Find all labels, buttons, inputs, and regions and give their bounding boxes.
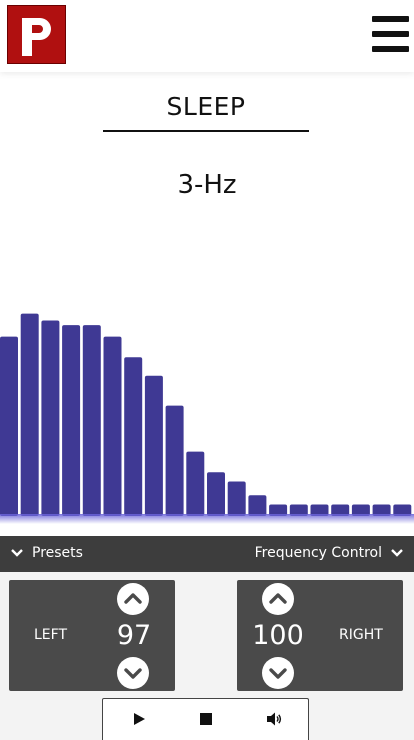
right-decrease-button[interactable] (262, 657, 294, 689)
playback-controls (102, 698, 309, 740)
play-icon[interactable] (130, 711, 148, 727)
right-frequency-value: 100 (252, 620, 304, 651)
left-channel-label: LEFT (34, 627, 68, 643)
visualizer-bar (310, 504, 329, 516)
visualizer-bar (227, 481, 246, 516)
hamburger-menu-icon[interactable] (372, 16, 409, 52)
chevron-up-icon (124, 593, 142, 604)
app-logo[interactable] (7, 5, 66, 64)
chevron-down-icon (11, 549, 23, 557)
chevron-up-icon (269, 593, 287, 604)
frequency-control-toggle[interactable]: Frequency Control (255, 545, 404, 561)
visualizer-bar (207, 472, 225, 516)
presets-toggle[interactable]: Presets (10, 545, 83, 561)
visualizer-bar (186, 451, 205, 516)
right-increase-button[interactable] (262, 583, 294, 615)
presets-label: Presets (32, 545, 83, 561)
visualizer-bar (248, 495, 267, 516)
preset-title: SLEEP (166, 92, 246, 121)
title-underline (103, 130, 309, 132)
visualizer-bar (372, 504, 391, 516)
right-channel-control: 100 RIGHT (237, 580, 403, 691)
visualizer-bar (20, 313, 39, 516)
frequency-control-label: Frequency Control (254, 545, 382, 561)
visualizer-bar (165, 405, 184, 516)
visualizer-bar (393, 504, 412, 516)
visualizer-bar (331, 504, 350, 516)
visualizer-bar (82, 325, 101, 516)
left-increase-button[interactable] (117, 583, 149, 615)
visualizer-bar (289, 504, 308, 516)
audio-visualizer (0, 313, 414, 524)
left-channel-control: LEFT 97 (9, 580, 175, 691)
stop-icon[interactable] (197, 711, 215, 727)
chevron-down-icon (391, 549, 403, 557)
visualizer-baseline (0, 514, 414, 524)
visualizer-bar (0, 336, 18, 516)
visualizer-bar (103, 336, 122, 516)
app-header (0, 0, 414, 72)
visualizer-bar (62, 325, 81, 516)
visualizer-bar (351, 504, 370, 516)
chevron-down-icon (269, 668, 287, 679)
chevron-down-icon (124, 668, 142, 679)
logo-p-icon (22, 18, 51, 56)
panel-toolbar: Presets Frequency Control (0, 536, 414, 572)
visualizer-bar (144, 375, 163, 516)
visualizer-bar (124, 357, 143, 516)
left-decrease-button[interactable] (117, 657, 149, 689)
volume-icon[interactable] (265, 711, 283, 727)
left-frequency-value: 97 (116, 620, 152, 651)
visualizer-bar (269, 504, 288, 516)
frequency-readout: 3-Hz (177, 170, 237, 200)
visualizer-bar (41, 320, 60, 516)
right-channel-label: RIGHT (339, 627, 383, 643)
